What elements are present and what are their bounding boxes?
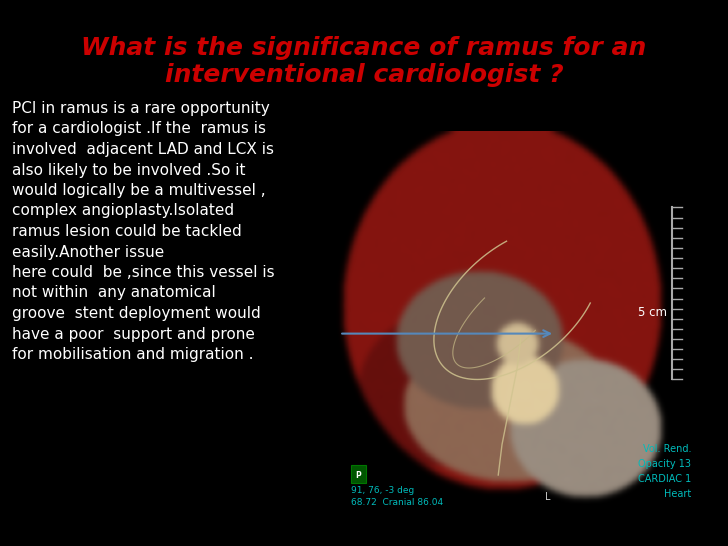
Text: L: L <box>545 492 550 502</box>
Text: What is the significance of ramus for an: What is the significance of ramus for an <box>82 36 646 60</box>
Text: easily.Another issue: easily.Another issue <box>12 245 165 259</box>
Text: ramus lesion could be tackled: ramus lesion could be tackled <box>12 224 242 239</box>
Text: for mobilisation and migration .: for mobilisation and migration . <box>12 347 253 362</box>
Text: Vol. Rend.
Opacity 13
CARDIAC 1
Heart: Vol. Rend. Opacity 13 CARDIAC 1 Heart <box>638 444 692 499</box>
Text: 68.72  Cranial 86.04: 68.72 Cranial 86.04 <box>351 498 443 507</box>
Text: not within  any anatomical: not within any anatomical <box>12 286 215 300</box>
Text: also likely to be involved .So it: also likely to be involved .So it <box>12 163 245 177</box>
Text: interventional cardiologist ?: interventional cardiologist ? <box>165 63 563 87</box>
Bar <box>351 465 365 483</box>
Text: for a cardiologist .If the  ramus is: for a cardiologist .If the ramus is <box>12 122 266 136</box>
Text: have a poor  support and prone: have a poor support and prone <box>12 327 255 341</box>
Text: complex angioplasty.Isolated: complex angioplasty.Isolated <box>12 204 234 218</box>
Text: 5 cm: 5 cm <box>638 306 667 319</box>
Text: groove  stent deployment would: groove stent deployment would <box>12 306 261 321</box>
Text: 91, 76, -3 deg: 91, 76, -3 deg <box>351 486 414 495</box>
Text: PCI in ramus is a rare opportunity: PCI in ramus is a rare opportunity <box>12 101 270 116</box>
Text: would logically be a multivessel ,: would logically be a multivessel , <box>12 183 266 198</box>
Text: here could  be ,since this vessel is: here could be ,since this vessel is <box>12 265 274 280</box>
Text: involved  adjacent LAD and LCX is: involved adjacent LAD and LCX is <box>12 142 274 157</box>
Text: P: P <box>355 471 361 479</box>
